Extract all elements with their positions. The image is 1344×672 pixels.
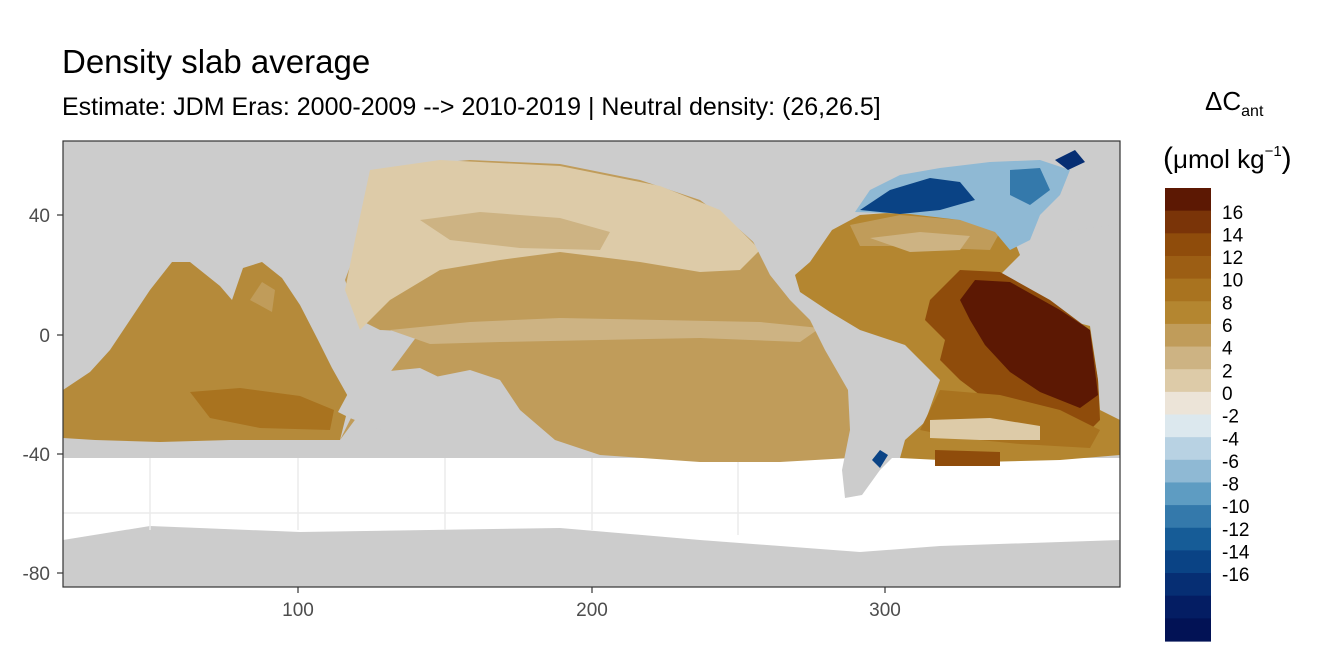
colorbar-swatch [1165, 437, 1211, 461]
bay-of-bengal [250, 282, 275, 312]
colorbar-swatch [1165, 527, 1211, 551]
nordic-seas-north [1055, 150, 1085, 170]
map-panel [63, 141, 1120, 587]
plot-title: Density slab average [62, 43, 371, 80]
colorbar-swatch [1165, 346, 1211, 370]
y-tick-label: 0 [39, 326, 50, 347]
north-pacific-mid [420, 212, 610, 250]
y-axis-labels: 40 0 -40 -80 [23, 206, 50, 585]
colorbar-break-label: -6 [1222, 452, 1239, 473]
colorbar-swatch [1165, 301, 1211, 325]
x-tick-label: 300 [869, 600, 901, 621]
colorbar-swatch [1165, 323, 1211, 348]
colorbar-swatch [1165, 188, 1211, 212]
colorbar-break-label: 16 [1222, 203, 1243, 224]
y-tick-label: -40 [23, 445, 50, 466]
colorbar-break-label: -14 [1222, 543, 1250, 564]
y-tick-label: 40 [29, 206, 50, 227]
colorbar-break-label: 4 [1222, 339, 1233, 360]
colorbar-swatch [1165, 210, 1211, 234]
y-tick-label: -80 [23, 564, 50, 585]
colorbar-break-label: 12 [1222, 248, 1243, 269]
colorbar [1165, 188, 1211, 642]
atlantic-max [960, 280, 1098, 408]
colorbar-swatch [1165, 278, 1211, 302]
x-tick-label: 100 [282, 600, 314, 621]
colorbar-swatch [1165, 505, 1211, 529]
colorbar-break-label: -10 [1222, 497, 1249, 518]
colorbar-swatch [1165, 391, 1211, 416]
colorbar-break-label: 8 [1222, 293, 1233, 314]
equatorial-pacific [390, 318, 820, 344]
colorbar-swatch [1165, 618, 1211, 642]
americas-land [700, 150, 940, 498]
colorbar-break-label: -12 [1222, 520, 1249, 541]
falkland-blue [872, 450, 888, 468]
colorbar-swatch [1165, 255, 1211, 280]
colorbar-break-label: -16 [1222, 565, 1249, 586]
colorbar-break-label: 14 [1222, 225, 1244, 246]
axis-tick-marks [57, 214, 886, 593]
colorbar-break-label: 10 [1222, 271, 1243, 292]
legend-title: ΔCant [1205, 86, 1264, 120]
south-atlantic-band [935, 450, 1000, 466]
colorbar-swatch [1165, 573, 1211, 597]
antarctica-land [63, 530, 1120, 587]
colorbar-break-label: 6 [1222, 316, 1233, 337]
colorbar-break-label: 2 [1222, 361, 1233, 382]
x-axis-labels: 100 200 300 [282, 600, 901, 621]
colorbar-break-label: -4 [1222, 429, 1239, 450]
x-tick-label: 200 [576, 600, 608, 621]
africa-europe-land [1050, 224, 1120, 320]
colorbar-swatch [1165, 369, 1211, 393]
north-atlantic-low [870, 232, 970, 252]
colorbar-swatch [1165, 595, 1211, 619]
australia-land [338, 368, 450, 440]
south-atlantic-low [930, 418, 1040, 440]
plot-subtitle: Estimate: JDM Eras: 2000-2009 --> 2010-2… [62, 93, 881, 121]
colorbar-swatch [1165, 482, 1211, 506]
colorbar-swatch [1165, 414, 1211, 438]
colorbar-break-label: -2 [1222, 407, 1239, 428]
panel-gridlines [63, 458, 1120, 535]
legend-unit: (μmol kg−1) [1163, 142, 1292, 175]
nordic-seas [1010, 168, 1050, 205]
colorbar-swatch [1165, 459, 1211, 484]
colorbar-swatch [1165, 550, 1211, 574]
labrador-sea [860, 178, 975, 214]
colorbar-break-label: -8 [1222, 475, 1239, 496]
colorbar-swatch [1165, 233, 1211, 257]
colorbar-break-label: 0 [1222, 384, 1233, 405]
indian-ocean-high [190, 388, 334, 430]
